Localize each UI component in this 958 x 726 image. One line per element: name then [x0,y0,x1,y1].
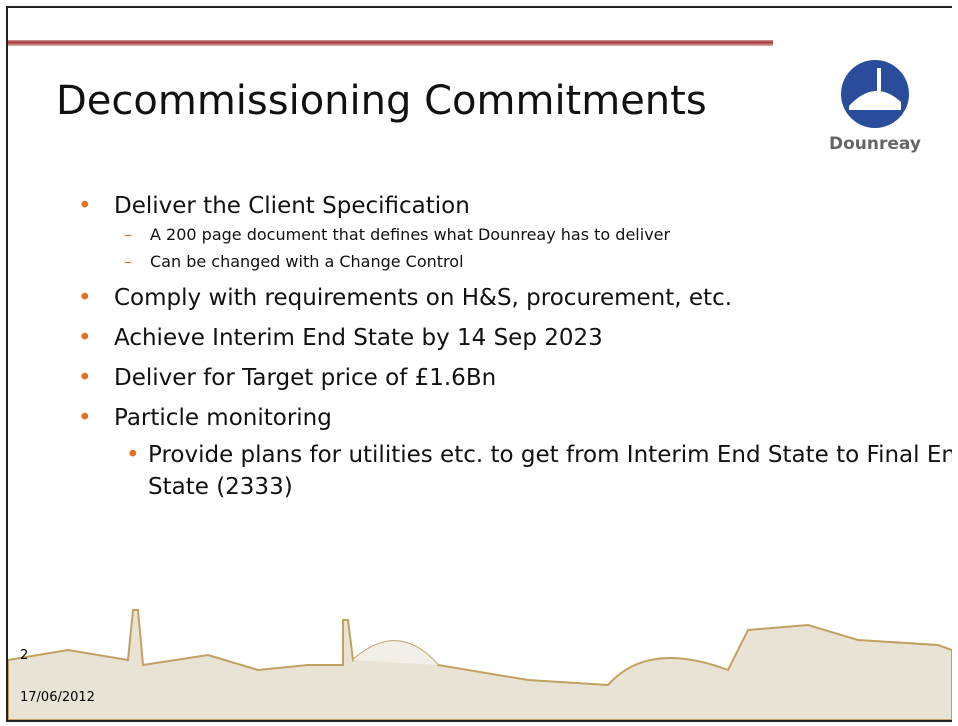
bullet-text: Particle monitoring [114,405,332,431]
sub-list: Provide plans for utilities etc. to get … [114,439,952,503]
sub-bullet: A 200 page document that defines what Do… [114,225,952,244]
title: Decommissioning Commitments [56,78,707,124]
bullet: Particle monitoring Provide plans for uti… [78,405,952,503]
sub-list: A 200 page document that defines what Do… [114,225,952,271]
bullet-text: Comply with requirements on H&S, procure… [114,285,733,311]
logo: Dounreay [820,58,930,154]
bullet-text: Achieve Interim End State by 14 Sep 2023 [114,325,603,351]
date: 17/06/2012 [20,690,95,705]
bullet-text: Deliver the Client Specification [114,193,470,219]
bullet: Comply with requirements on H&S, procure… [78,285,938,311]
top-rule [8,40,773,46]
bullet: Achieve Interim End State by 14 Sep 2023 [78,325,938,351]
slide: Decommissioning Commitments Dounreay Del… [6,6,952,722]
sub-bullet: Can be changed with a Change Control [114,252,952,271]
site-illustration [8,609,952,720]
bullet-text: Deliver for Target price of £1.6Bn [114,365,497,391]
sub-bullet: Provide plans for utilities etc. to get … [114,439,952,503]
bullet-list: Deliver the Client Specification A 200 pa… [78,193,952,517]
page-number: 2 [20,648,29,663]
bullet: Deliver the Client SpecificationA 200 pa… [78,193,938,271]
bullet: Deliver for Target price of £1.6Bn [78,365,938,391]
logo-text: Dounreay [829,134,921,154]
